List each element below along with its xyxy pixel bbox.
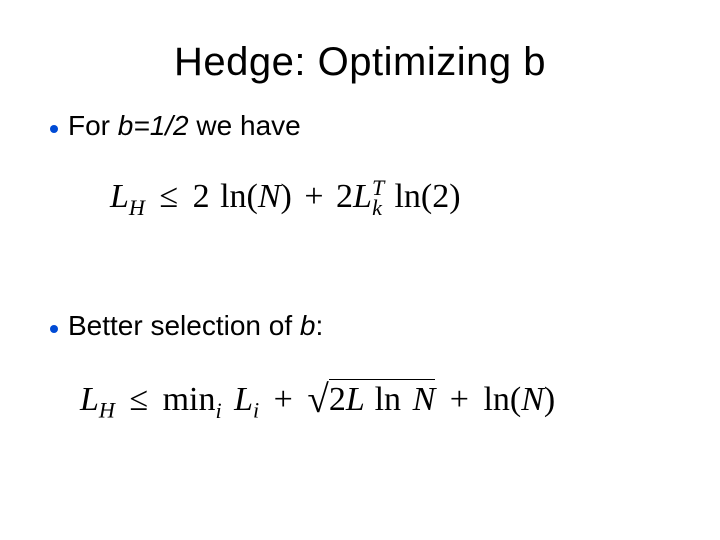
formula-1: LH ≤ 2 ln(N) + 2LTk ln(2) (110, 175, 461, 221)
bullet-1-text: For b=1/2 we have (68, 110, 301, 142)
f2-op: ≤ (123, 381, 154, 418)
bullet-1-suffix: we have (189, 110, 301, 141)
f2-plus2: + (444, 381, 475, 418)
bullet-1-prefix: For (68, 110, 118, 141)
f1-t1-arg: N (258, 178, 281, 215)
bullet-2-ital: b (300, 310, 316, 341)
f1-lhs-sub: H (129, 195, 145, 220)
bullet-1: For b=1/2 we have (50, 110, 301, 142)
f2-sqrt-body: 2L ln N (329, 379, 435, 419)
f2-lhs-sub: H (99, 398, 115, 423)
f1-t1-open: ( (247, 178, 258, 215)
f1-t1-fn: ln (218, 178, 246, 215)
sqrt-bar (329, 379, 435, 380)
f1-t1-close: ) (281, 178, 292, 215)
f2-min-L: L (234, 381, 253, 418)
f1-t2-open: ( (421, 178, 432, 215)
formula-2: LH ≤ mini Li + √ 2L ln N + ln(N) (80, 375, 555, 424)
f2-min-Lsub: i (253, 398, 259, 423)
f2-min: min (163, 381, 216, 418)
f1-t2-fn: ln (390, 178, 420, 215)
f2-lhs-L: L (80, 381, 99, 418)
f2-sqrt-arg: N (410, 381, 436, 418)
f2-min-sub: i (215, 398, 225, 423)
f1-t2-sub: k (372, 195, 382, 220)
bullet-1-ital: b=1/2 (118, 110, 189, 141)
f2-t3-fn: ln (483, 381, 509, 418)
bullet-dot-icon (50, 125, 58, 133)
slide-title: Hedge: Optimizing b (40, 40, 680, 85)
f2-t3-open: ( (510, 381, 521, 418)
slide-container: Hedge: Optimizing b For b=1/2 we have LH… (0, 0, 720, 540)
bullet-2: Better selection of b: (50, 310, 323, 342)
f1-plus: + (300, 178, 327, 215)
f2-sqrt-L: L (346, 381, 364, 418)
f1-op: ≤ (153, 178, 184, 215)
f1-t2-coef: 2 (336, 178, 353, 215)
bullet-2-suffix: : (315, 310, 323, 341)
sqrt-icon: √ (307, 377, 328, 422)
f1-t2-arg: 2 (432, 178, 449, 215)
f2-sqrt-fn: ln (373, 381, 401, 418)
f2-t3-close: ) (544, 381, 555, 418)
f2-t3-arg: N (521, 381, 544, 418)
bullet-2-text: Better selection of b: (68, 310, 323, 342)
f1-t2-L: L (353, 178, 372, 215)
bullet-2-prefix: Better selection of (68, 310, 300, 341)
f1-t1-coef: 2 (193, 178, 210, 215)
bullet-dot-icon (50, 325, 58, 333)
f2-plus1: + (268, 381, 299, 418)
f2-sqrt-coef: 2 (329, 381, 346, 418)
f1-lhs-L: L (110, 178, 129, 215)
f1-t2-close: ) (449, 178, 460, 215)
